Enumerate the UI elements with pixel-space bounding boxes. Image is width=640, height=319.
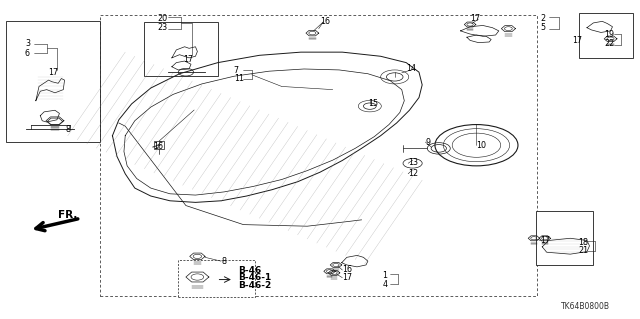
Text: TK64B0800B: TK64B0800B (561, 302, 609, 311)
Bar (100, 15, 537, 296)
Text: 2: 2 (540, 14, 545, 23)
Text: 4: 4 (383, 279, 388, 288)
Text: 16: 16 (342, 264, 353, 274)
Text: 10: 10 (476, 141, 486, 150)
Text: 22: 22 (604, 39, 614, 48)
Text: 9: 9 (426, 137, 431, 146)
Text: B-46-2: B-46-2 (238, 281, 271, 290)
Text: 19: 19 (604, 30, 614, 39)
Text: 13: 13 (408, 158, 418, 167)
Text: 17: 17 (49, 68, 59, 77)
Text: 17: 17 (470, 14, 480, 23)
Bar (178, 260, 255, 297)
Text: FR.: FR. (58, 210, 77, 220)
Bar (154, 141, 164, 149)
Text: 16: 16 (153, 142, 163, 151)
Text: 21: 21 (579, 246, 589, 255)
Text: 15: 15 (368, 100, 378, 108)
Text: 8: 8 (221, 257, 226, 266)
Text: 3: 3 (25, 39, 30, 48)
Text: 14: 14 (406, 64, 416, 73)
Text: 11: 11 (234, 74, 244, 83)
Text: 6: 6 (25, 48, 30, 58)
Text: 12: 12 (408, 169, 419, 178)
Text: B-46-1: B-46-1 (238, 273, 271, 282)
Text: 17: 17 (342, 272, 353, 281)
Text: 17: 17 (540, 236, 550, 245)
Bar (145, 22, 218, 76)
Text: B-46: B-46 (238, 265, 262, 275)
Text: 17: 17 (572, 36, 582, 45)
Text: 23: 23 (157, 23, 167, 32)
Bar (6, 21, 100, 142)
Text: 7: 7 (234, 66, 239, 75)
Text: 8: 8 (66, 125, 71, 134)
Bar (579, 13, 633, 58)
Text: 18: 18 (579, 238, 589, 247)
Text: 5: 5 (540, 23, 545, 32)
Text: 20: 20 (157, 14, 167, 23)
Text: 16: 16 (320, 17, 330, 26)
Text: 17: 17 (182, 55, 193, 64)
Bar (536, 211, 593, 265)
Text: 1: 1 (383, 271, 388, 280)
